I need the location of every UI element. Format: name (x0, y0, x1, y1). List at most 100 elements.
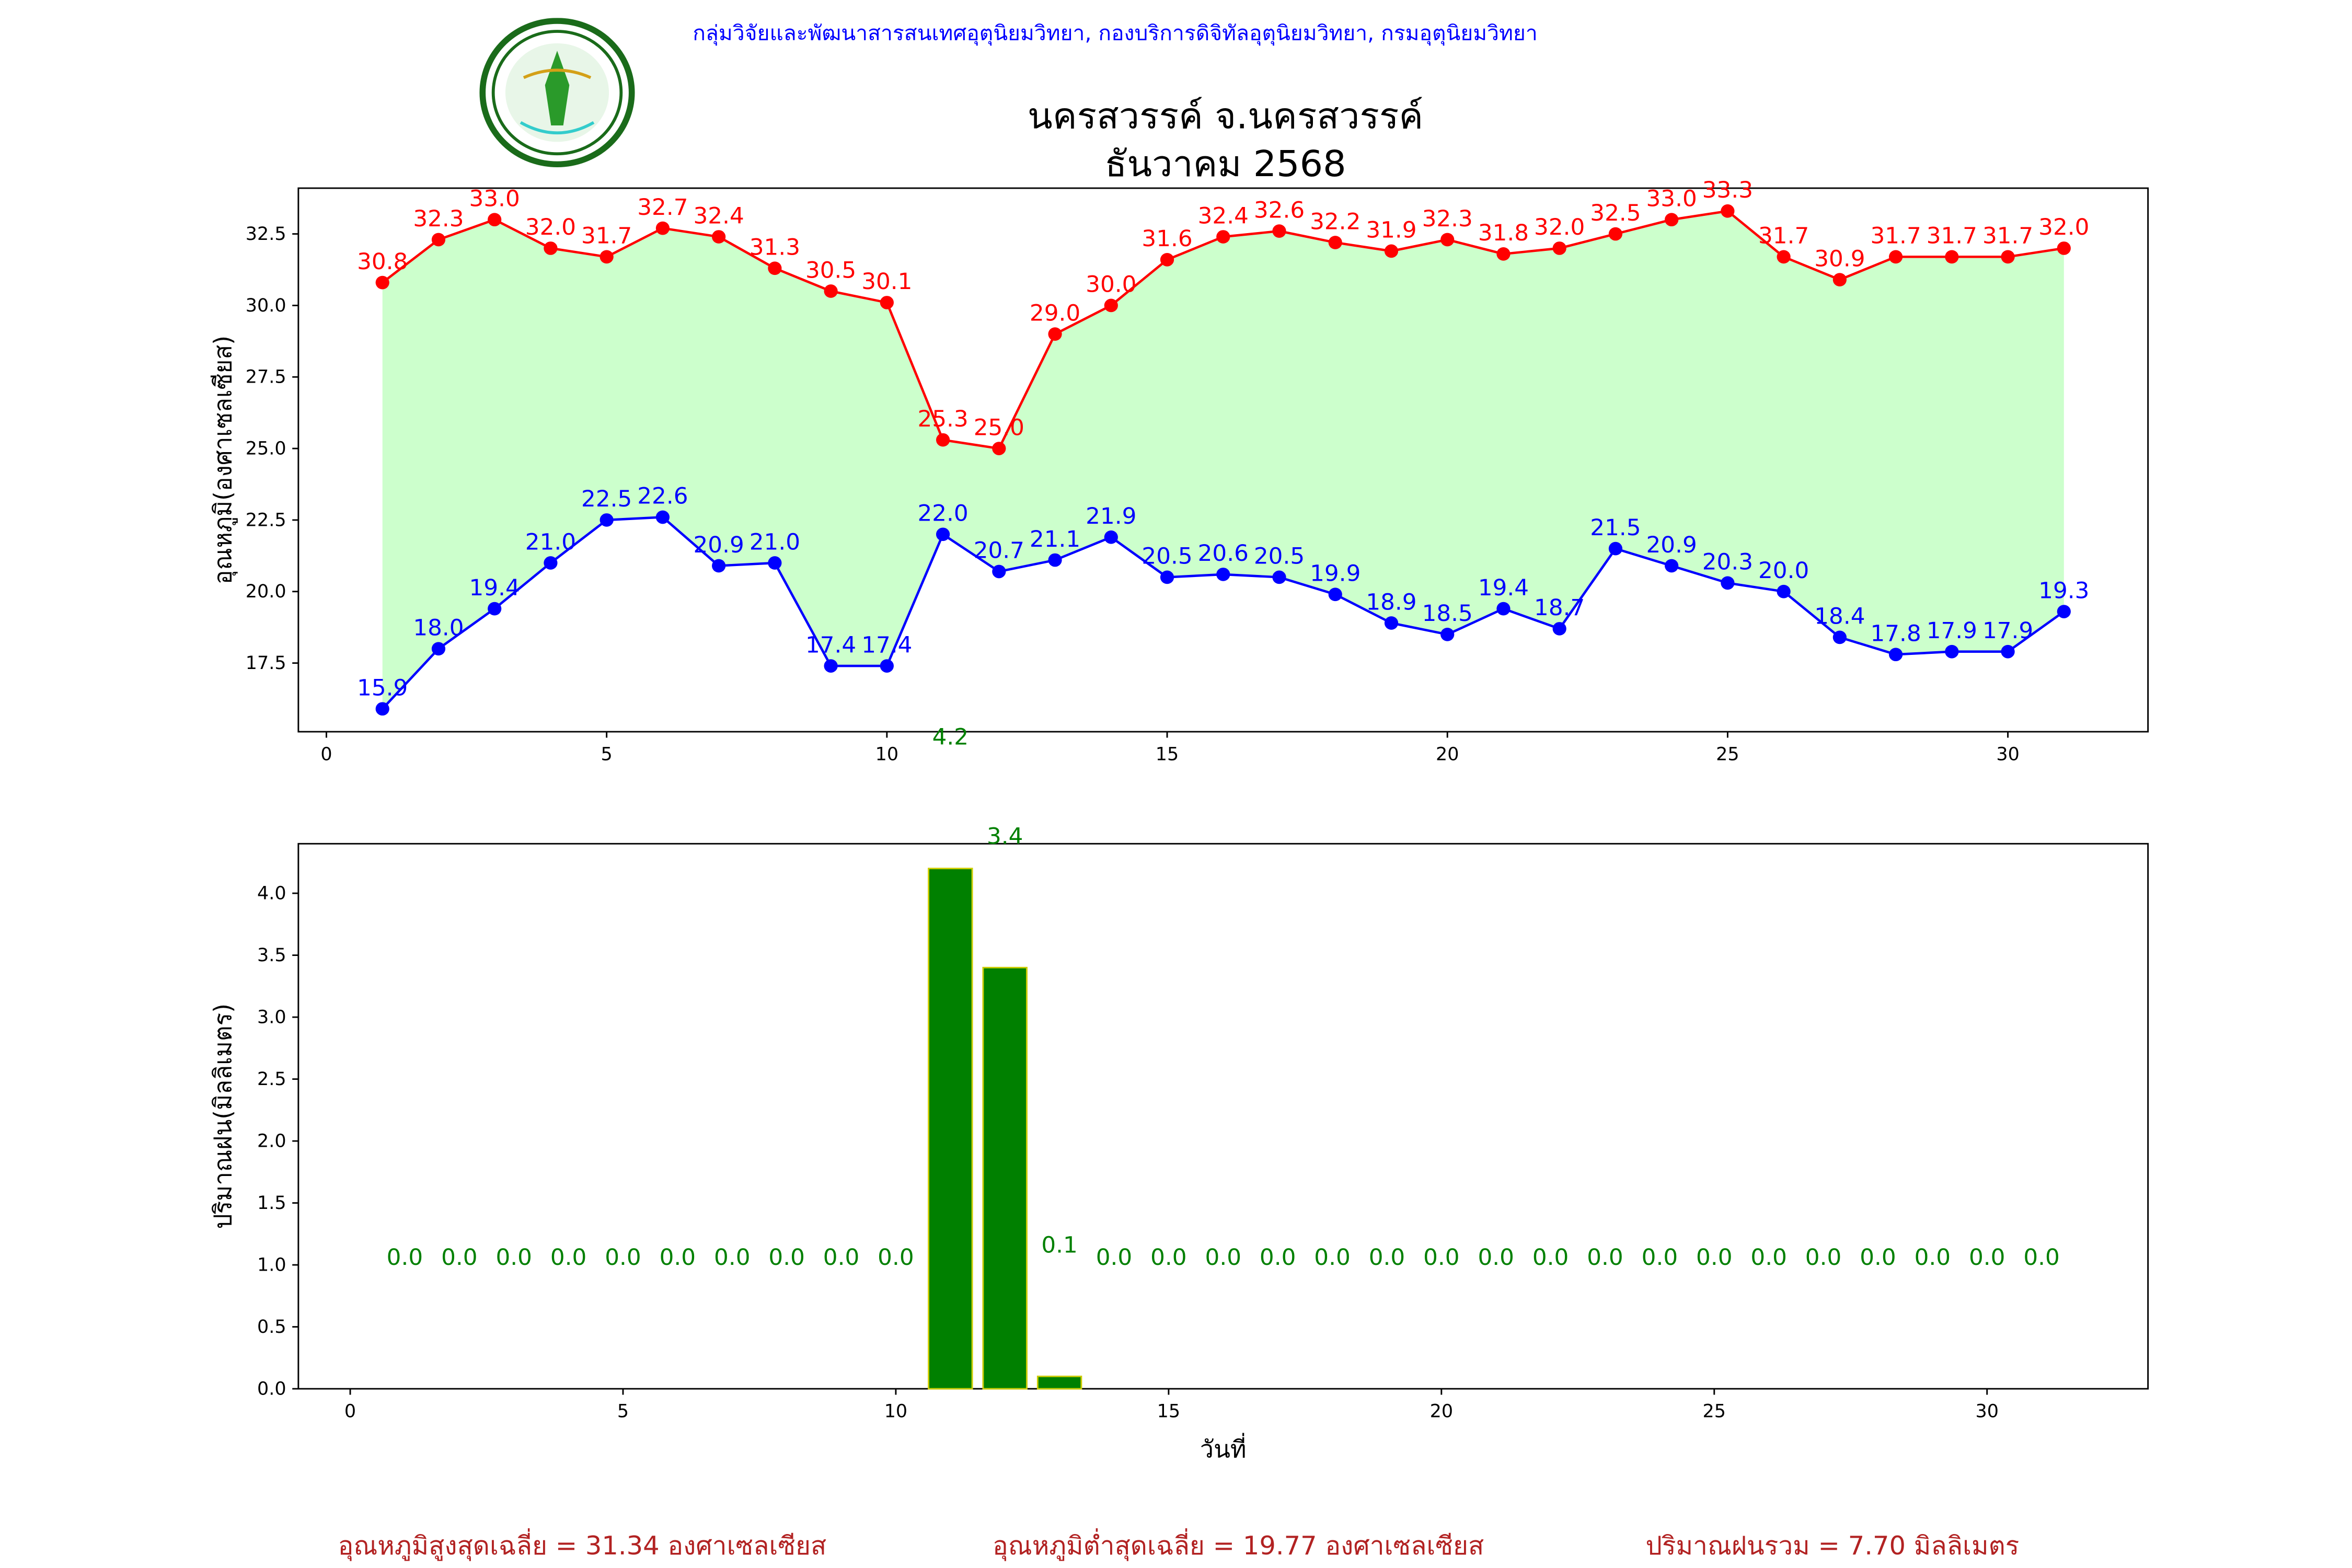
low-temp-label: 20.5 (1142, 544, 1192, 570)
low-temp-label: 18.4 (1814, 604, 1865, 630)
y-tick-label: 2.0 (257, 1131, 286, 1152)
x-tick-label: 15 (1156, 744, 1179, 765)
rain-label: 0.0 (387, 1244, 423, 1271)
low-temp-label: 20.3 (1702, 549, 1753, 575)
high-temp-point (1777, 250, 1791, 264)
rain-label: 0.0 (605, 1244, 641, 1271)
high-temp-point (936, 433, 950, 447)
rain-label: 0.0 (550, 1244, 586, 1271)
rain-label: 0.0 (660, 1244, 696, 1271)
high-temp-label: 32.6 (1254, 198, 1305, 224)
high-temp-point (1272, 224, 1286, 238)
low-temp-label: 19.9 (1310, 561, 1361, 587)
low-temp-point (488, 602, 502, 616)
low-temp-label: 20.9 (694, 532, 744, 558)
low-temp-point (1832, 630, 1847, 644)
avg-high-summary: อุณหภูมิสูงสุดเฉลี่ย = 31.34 องศาเซลเซีย… (338, 1532, 827, 1562)
rain-label: 0.0 (441, 1244, 477, 1271)
month-title: ธันวาคม 2568 (1104, 143, 1346, 186)
high-temp-point (1665, 213, 1679, 227)
high-temp-point (768, 261, 782, 275)
high-temp-label: 32.0 (525, 215, 576, 241)
high-temp-label: 31.6 (1142, 226, 1192, 252)
high-temp-label: 31.8 (1478, 221, 1529, 247)
high-temp-label: 32.7 (637, 194, 688, 221)
low-temp-label: 20.9 (1646, 532, 1697, 558)
x-tick-label: 20 (1430, 1401, 1453, 1422)
high-temp-label: 33.0 (469, 186, 520, 212)
rain-label: 0.0 (714, 1244, 750, 1271)
high-temp-point (1496, 247, 1511, 261)
low-temp-point (992, 564, 1006, 579)
high-temp-point (1160, 252, 1174, 267)
high-temp-point (1552, 241, 1566, 255)
low-temp-label: 17.4 (805, 632, 856, 659)
low-temp-point (1777, 584, 1791, 598)
x-tick-label: 30 (1975, 1401, 1998, 1422)
high-temp-point (712, 230, 726, 244)
rain-label: 0.0 (1969, 1244, 2005, 1271)
low-temp-label: 19.4 (1478, 575, 1529, 601)
low-temp-label: 22.0 (917, 501, 968, 527)
low-temp-label: 20.5 (1254, 544, 1305, 570)
rain-label: 0.0 (1096, 1244, 1132, 1271)
high-temp-point (1440, 233, 1455, 247)
rain-label: 0.0 (1642, 1244, 1678, 1271)
organization-name: กลุ่มวิจัยและพัฒนาสารสนเทศอุตุนิยมวิทยา,… (693, 22, 1538, 47)
high-temp-label: 32.3 (413, 206, 464, 232)
high-temp-label: 31.7 (1870, 223, 1921, 249)
rain-label: 0.0 (1205, 1244, 1241, 1271)
x-tick-label: 20 (1436, 744, 1459, 765)
high-temp-label: 30.5 (805, 258, 856, 284)
low-temp-label: 15.9 (357, 675, 408, 701)
low-temp-label: 20.0 (1758, 558, 1809, 584)
x-tick-label: 25 (1703, 1401, 1726, 1422)
low-temp-label: 17.9 (1927, 618, 1977, 644)
low-temp-point (1384, 616, 1399, 630)
y-tick-label: 27.5 (246, 367, 286, 388)
low-temp-label: 18.5 (1422, 601, 1473, 627)
y-tick-label: 3.0 (257, 1007, 286, 1028)
rain-label: 0.0 (768, 1244, 804, 1271)
low-temp-point (1889, 648, 1903, 662)
high-temp-point (1328, 236, 1342, 249)
x-tick-label: 0 (344, 1401, 356, 1422)
high-temp-point (431, 233, 446, 247)
low-temp-point (1328, 587, 1342, 602)
low-temp-label: 17.8 (1870, 621, 1921, 647)
high-temp-label: 25.3 (917, 406, 968, 432)
rain-label: 0.0 (1915, 1244, 1951, 1271)
rain-label: 0.0 (1150, 1244, 1186, 1271)
x-tick-label: 25 (1716, 744, 1739, 765)
low-temp-label: 21.1 (1030, 526, 1080, 552)
rain-label: 4.2 (932, 724, 969, 751)
high-temp-label: 30.1 (861, 269, 912, 295)
low-temp-point (1272, 570, 1286, 584)
rain-bar (928, 868, 973, 1390)
low-temp-point (1048, 553, 1062, 567)
x-tick-label: 30 (1996, 744, 2019, 765)
low-temp-point (431, 642, 446, 656)
high-temp-label: 32.2 (1310, 209, 1361, 235)
high-temp-point (1048, 327, 1062, 341)
rain-label: 0.0 (1860, 1244, 1896, 1271)
high-temp-label: 32.0 (2038, 215, 2089, 241)
rain-label: 0.0 (878, 1244, 914, 1271)
low-temp-point (768, 556, 782, 570)
high-temp-point (375, 275, 389, 290)
low-temp-point (599, 513, 614, 527)
y-tick-label: 32.5 (246, 224, 286, 245)
low-temp-point (1104, 530, 1118, 544)
high-temp-label: 32.3 (1422, 206, 1473, 232)
y-tick-label: 30.0 (246, 295, 286, 316)
rain-label: 0.0 (1260, 1244, 1296, 1271)
x-tick-label: 15 (1157, 1401, 1180, 1422)
low-temp-point (1496, 602, 1511, 616)
rain-label: 0.0 (823, 1244, 859, 1271)
low-temp-point (824, 659, 838, 673)
rain-label: 0.1 (1041, 1232, 1077, 1259)
high-temp-point (992, 442, 1006, 455)
high-temp-label: 30.9 (1814, 246, 1865, 272)
